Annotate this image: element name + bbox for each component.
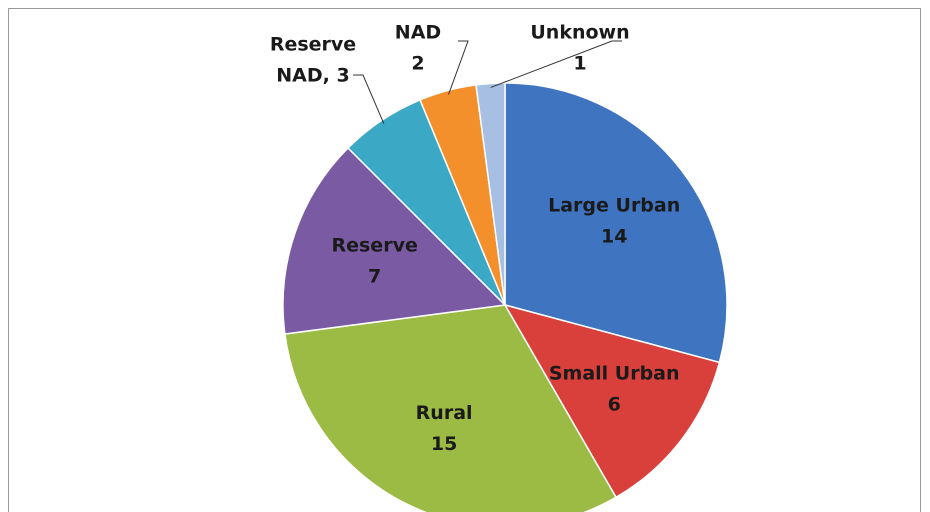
data-label: 6 [608,393,621,415]
pie-slice [282,146,507,335]
data-label: Rural [416,402,473,424]
leader-line [448,40,469,95]
data-label: 14 [601,226,627,248]
data-label: 15 [431,433,457,455]
leader-line [490,40,622,88]
data-label: Large Urban [548,195,680,217]
pie-slice [504,82,728,364]
data-label: Reserve [270,34,356,56]
data-label: 1 [573,53,586,75]
data-label: 2 [411,53,424,75]
data-label: 7 [368,265,381,287]
pie-slice [475,82,506,306]
data-label: NAD [395,22,441,44]
leader-line [353,74,385,124]
pie-slice [284,304,618,512]
pie-slice [503,303,721,499]
data-label: Reserve [331,234,417,256]
data-label: Small Urban [549,362,680,384]
data-label: NAD, 3 [276,65,349,87]
data-label: Unknown [530,22,629,44]
